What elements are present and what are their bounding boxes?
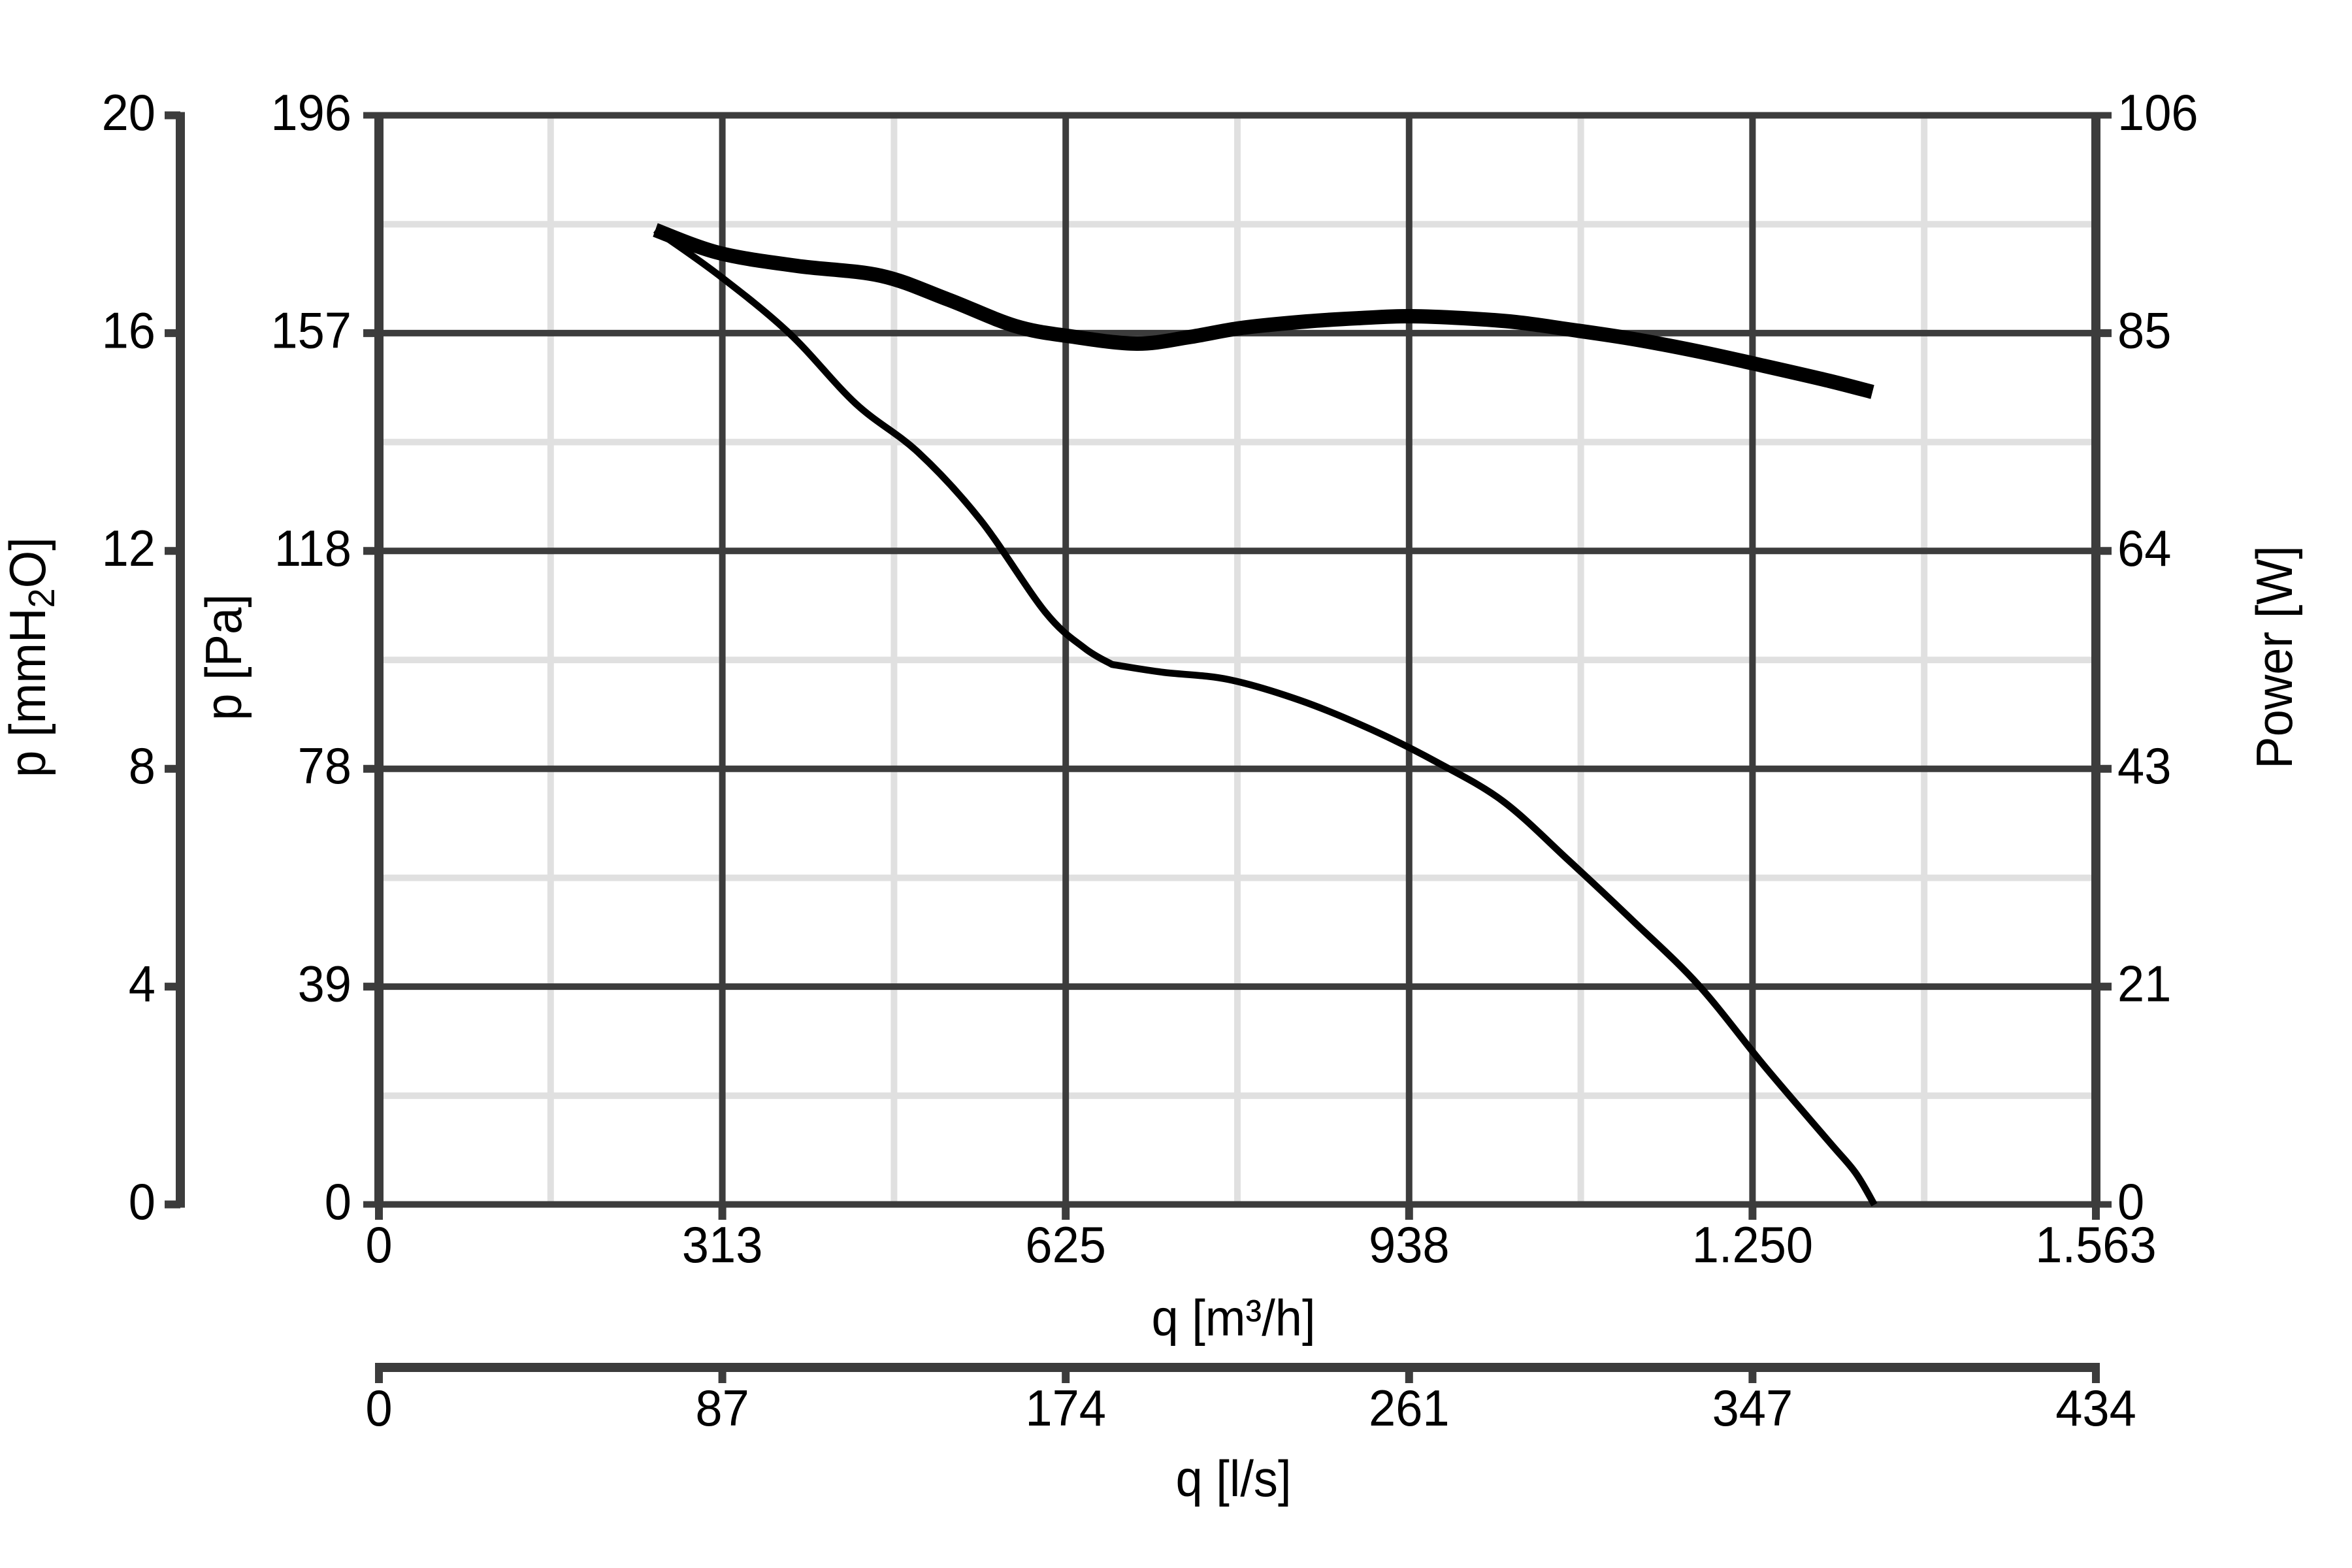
svg-text:87: 87 <box>695 1380 749 1437</box>
svg-text:20: 20 <box>102 84 155 141</box>
svg-text:p [mmH2O]: p [mmH2O] <box>0 537 62 777</box>
svg-text:347: 347 <box>1712 1380 1793 1437</box>
svg-text:q [l/s]: q [l/s] <box>1175 1450 1291 1507</box>
svg-text:21: 21 <box>2117 956 2171 1013</box>
svg-text:0: 0 <box>129 1173 155 1230</box>
svg-text:313: 313 <box>682 1217 763 1273</box>
svg-text:p [Pa]: p [Pa] <box>195 594 252 721</box>
svg-text:Power [W]: Power [W] <box>2246 546 2303 769</box>
svg-text:q [m³/h]: q [m³/h] <box>1151 1290 1315 1347</box>
svg-text:261: 261 <box>1369 1380 1450 1437</box>
svg-text:196: 196 <box>270 84 351 141</box>
svg-text:157: 157 <box>270 302 351 359</box>
svg-text:85: 85 <box>2117 302 2171 359</box>
svg-text:0: 0 <box>325 1173 351 1230</box>
svg-text:16: 16 <box>102 302 155 359</box>
svg-text:43: 43 <box>2117 738 2171 794</box>
svg-text:434: 434 <box>2055 1380 2136 1437</box>
svg-text:0: 0 <box>365 1380 392 1437</box>
svg-text:12: 12 <box>102 520 155 577</box>
svg-text:8: 8 <box>129 738 155 794</box>
svg-text:625: 625 <box>1025 1217 1106 1273</box>
svg-text:78: 78 <box>298 738 351 794</box>
svg-text:39: 39 <box>298 956 351 1013</box>
svg-text:0: 0 <box>2117 1173 2144 1230</box>
svg-text:938: 938 <box>1369 1217 1450 1273</box>
svg-text:1.250: 1.250 <box>1692 1217 1813 1273</box>
svg-text:64: 64 <box>2117 520 2171 577</box>
svg-text:0: 0 <box>365 1217 392 1273</box>
svg-text:174: 174 <box>1025 1380 1106 1437</box>
svg-text:118: 118 <box>274 520 351 577</box>
svg-text:1.563: 1.563 <box>2035 1217 2156 1273</box>
svg-text:4: 4 <box>129 956 155 1013</box>
svg-text:106: 106 <box>2117 84 2198 141</box>
